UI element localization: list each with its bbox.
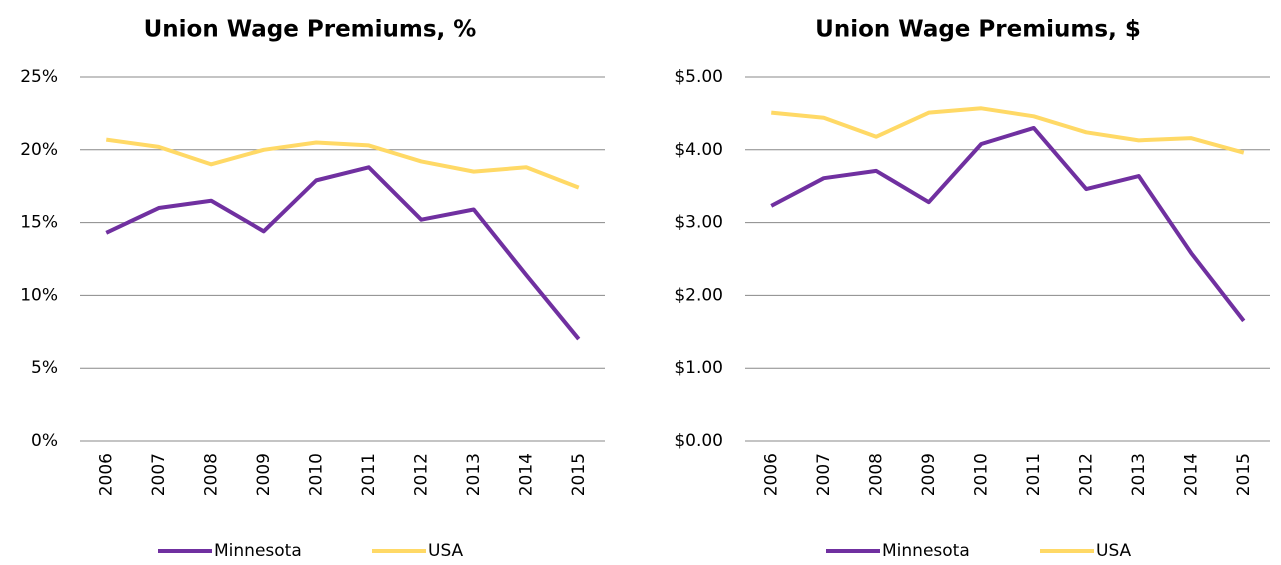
series-line [105, 165, 581, 341]
x-tick-label: 2006 [761, 453, 781, 496]
x-tick-label: 2013 [464, 453, 484, 496]
legend-label: USA [428, 541, 464, 561]
x-tick-label: 2006 [96, 453, 116, 496]
x-tick-label: 2015 [569, 453, 589, 496]
x-tick-label: 2008 [201, 453, 221, 496]
chart-title: Union Wage Premiums, % [144, 17, 477, 43]
x-tick-label: 2010 [971, 453, 991, 496]
x-tick-label: 2015 [1234, 453, 1254, 496]
x-tick-label: 2012 [411, 453, 431, 496]
y-tick-label: 20% [20, 140, 58, 160]
x-tick-label: 2014 [1181, 453, 1201, 496]
x-tick-label: 2007 [149, 453, 169, 496]
y-tick-label: 15% [20, 213, 58, 233]
chart-title: Union Wage Premiums, $ [815, 17, 1141, 43]
series-line [770, 125, 1246, 323]
legend-label: Minnesota [214, 541, 302, 561]
y-tick-label: $5.00 [674, 67, 723, 87]
legend-label: Minnesota [882, 541, 970, 561]
series-line [771, 106, 1245, 155]
x-tick-label: 2007 [814, 453, 834, 496]
y-tick-label: $0.00 [674, 431, 723, 451]
x-tick-label: 2010 [306, 453, 326, 496]
x-tick-label: 2011 [359, 453, 379, 496]
y-tick-label: 25% [20, 67, 58, 87]
x-tick-label: 2014 [516, 453, 536, 496]
x-tick-label: 2008 [866, 453, 886, 496]
y-tick-label: 0% [31, 431, 58, 451]
y-tick-label: $2.00 [674, 285, 723, 305]
y-tick-label: $4.00 [674, 140, 723, 160]
y-tick-label: $3.00 [674, 213, 723, 233]
series-line [105, 137, 580, 190]
x-tick-label: 2013 [1129, 453, 1149, 496]
y-tick-label: $1.00 [674, 358, 723, 378]
y-tick-label: 5% [31, 358, 58, 378]
x-tick-label: 2009 [919, 453, 939, 496]
x-tick-label: 2012 [1076, 453, 1096, 496]
legend-label: USA [1096, 541, 1132, 561]
y-tick-label: 10% [20, 285, 58, 305]
x-tick-label: 2011 [1024, 453, 1044, 496]
x-tick-label: 2009 [254, 453, 274, 496]
